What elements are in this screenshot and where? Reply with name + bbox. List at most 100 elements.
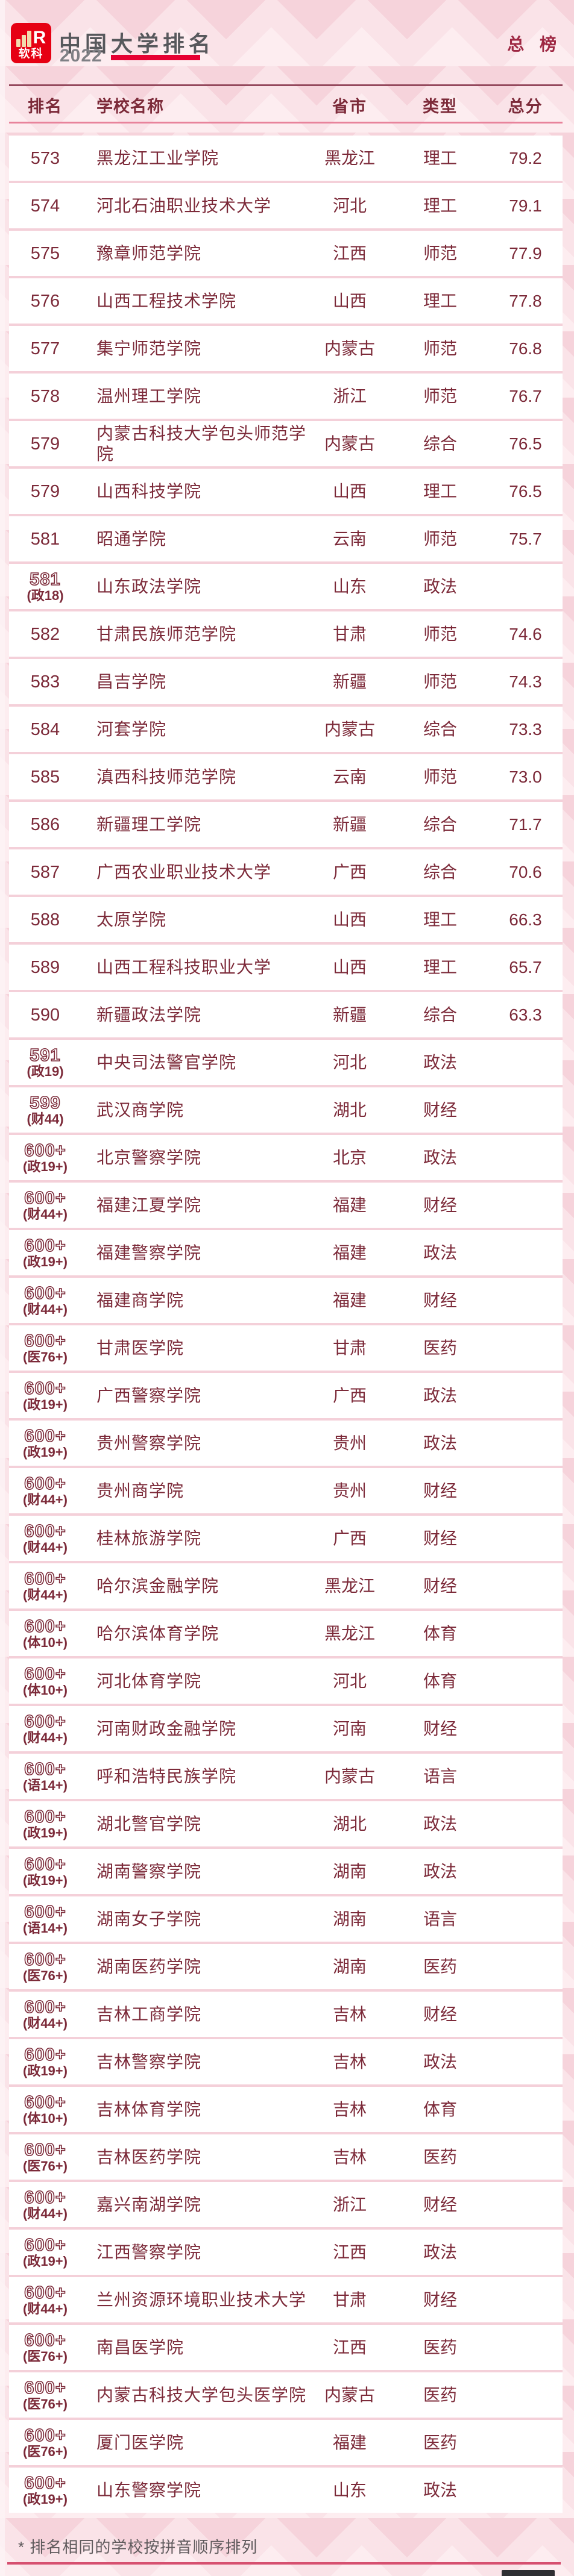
province-cell: 山东	[332, 2480, 367, 2499]
rank-cell: 600+ (政19+)	[9, 1855, 81, 1888]
qr-stub	[502, 2570, 555, 2576]
score-cell: 79.1	[509, 196, 542, 215]
school-name: 温州理工学院	[96, 386, 202, 405]
province-cell: 山西	[332, 481, 367, 501]
school-name: 内蒙古科技大学包头师范学院	[96, 424, 307, 463]
rank-value: 586	[30, 814, 60, 834]
type-cell: 综合	[423, 434, 457, 453]
table-row: 600+ (医76+) 吉林医药学院 吉林 医药	[9, 2134, 563, 2182]
province-cell: 甘肃	[332, 2290, 367, 2309]
type-cell: 师范	[423, 767, 457, 786]
type-cell: 理工	[423, 291, 457, 310]
table-row: 589 山西工程科技职业大学 山西 理工 65.7	[9, 945, 563, 992]
school-name: 昌吉学院	[96, 672, 167, 691]
province-cell: 河北	[332, 196, 367, 215]
province-cell: 内蒙古	[324, 2385, 375, 2404]
table-row: 600+ (体10+) 河北体育学院 河北 体育	[9, 1658, 563, 1706]
rank-cell: 575	[9, 245, 81, 263]
table-row: 600+ (政19+) 湖南警察学院 湖南 政法	[9, 1849, 563, 1896]
rank-cell: 600+ (财44+)	[9, 1284, 81, 1317]
rank-category-note: (财44+)	[23, 1206, 68, 1222]
title-accent-bar	[110, 54, 200, 60]
rank-value: 600+	[24, 1712, 66, 1731]
rank-value: 600+	[24, 1331, 66, 1351]
type-cell: 理工	[423, 910, 457, 929]
rank-cell: 600+ (财44+)	[9, 2188, 81, 2221]
type-cell: 师范	[423, 243, 457, 263]
type-cell: 综合	[423, 814, 457, 834]
school-name: 武汉商学院	[96, 1100, 184, 1119]
table-row: 599 (财44) 武汉商学院 湖北 财经	[9, 1087, 563, 1135]
rank-value: 600+	[24, 1664, 66, 1684]
rank-cell: 574	[9, 197, 81, 215]
rank-cell: 600+ (政19+)	[9, 1379, 81, 1412]
rank-category-note: (政19+)	[23, 1444, 68, 1460]
table-row: 600+ (语14+) 湖南女子学院 湖南 语言	[9, 1896, 563, 1944]
rank-value: 600+	[24, 1474, 66, 1493]
score-cell: 74.3	[509, 672, 542, 691]
score-cell: 76.8	[509, 339, 542, 358]
type-cell: 医药	[423, 2433, 457, 2452]
school-name: 河套学院	[96, 719, 167, 739]
rank-category-note: (政19+)	[23, 1158, 68, 1174]
rank-cell: 579	[9, 483, 81, 501]
rank-value: 589	[30, 957, 60, 977]
rank-value: 600+	[24, 2330, 66, 2350]
rank-cell: 577	[9, 340, 81, 358]
score-cell: 63.3	[509, 1005, 542, 1024]
school-name: 内蒙古科技大学包头医学院	[96, 2385, 307, 2404]
header-rule-bottom	[9, 122, 563, 123]
province-cell: 江西	[332, 2242, 367, 2262]
type-cell: 财经	[423, 1290, 457, 1310]
rank-value: 600+	[24, 1188, 66, 1208]
logo-letter: R	[33, 28, 46, 48]
rank-value: 581	[29, 569, 61, 589]
rank-value: 600+	[24, 1521, 66, 1541]
school-name: 山东政法学院	[96, 577, 202, 596]
table-row: 583 昌吉学院 新疆 师范 74.3	[9, 659, 563, 707]
province-cell: 山西	[332, 957, 367, 977]
table-row: 575 豫章师范学院 江西 师范 77.9	[9, 231, 563, 278]
rank-value: 600+	[24, 2092, 66, 2112]
type-cell: 财经	[423, 1195, 457, 1215]
table-row: 579 内蒙古科技大学包头师范学院 内蒙古 综合 76.5	[9, 421, 563, 469]
rank-cell: 600+ (语14+)	[9, 1760, 81, 1793]
logo-text: 软科	[18, 48, 44, 60]
type-cell: 政法	[423, 1814, 457, 1833]
rank-category-note: (医76+)	[23, 2348, 68, 2364]
table-row: 600+ (医76+) 内蒙古科技大学包头医学院 内蒙古 医药	[9, 2372, 563, 2420]
school-name: 江西警察学院	[96, 2242, 202, 2262]
rank-cell: 600+ (医76+)	[9, 2426, 81, 2459]
school-name: 湖南警察学院	[96, 1862, 202, 1881]
rank-cell: 581	[9, 530, 81, 548]
rank-value: 583	[30, 672, 60, 692]
province-cell: 江西	[332, 2337, 367, 2357]
rank-value: 600+	[24, 2045, 66, 2065]
rank-value: 600+	[24, 1997, 66, 2017]
rank-cell: 600+ (政19+)	[9, 2045, 81, 2078]
school-name: 山西工程科技职业大学	[96, 957, 272, 977]
province-cell: 云南	[332, 767, 367, 786]
table-row: 581 昭通学院 云南 师范 75.7	[9, 516, 563, 564]
table-row: 600+ (政19+) 江西警察学院 江西 政法	[9, 2230, 563, 2277]
table-row: 600+ (财44+) 桂林旅游学院 广西 财经	[9, 1516, 563, 1563]
rank-cell: 591 (政19)	[9, 1046, 81, 1079]
table-row: 600+ (医76+) 南昌医学院 江西 医药	[9, 2325, 563, 2372]
province-cell: 新疆	[332, 814, 367, 834]
rank-value: 600+	[24, 1949, 66, 1969]
province-cell: 河北	[332, 1671, 367, 1690]
rank-value: 600+	[24, 2378, 66, 2398]
province-cell: 黑龙江	[324, 1576, 375, 1595]
school-name: 贵州商学院	[96, 1481, 184, 1500]
province-cell: 吉林	[332, 2052, 367, 2071]
province-cell: 广西	[332, 1386, 367, 1405]
rank-value: 576	[30, 291, 60, 311]
school-name: 哈尔滨体育学院	[96, 1624, 219, 1643]
rank-category-note: (医76+)	[23, 2158, 68, 2174]
school-name: 黑龙江工业学院	[96, 148, 219, 167]
school-name: 贵州警察学院	[96, 1433, 202, 1452]
score-cell: 77.9	[509, 243, 542, 263]
province-cell: 内蒙古	[324, 719, 375, 739]
rank-cell: 600+ (医76+)	[9, 2331, 81, 2364]
